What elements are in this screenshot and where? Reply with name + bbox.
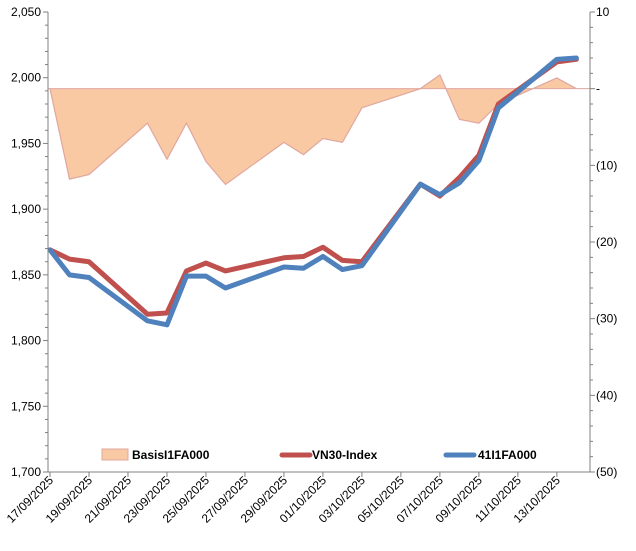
basis-area — [50, 74, 577, 185]
legend-label-41i1fa000: 41I1FA000 — [478, 448, 537, 462]
y-left-tick-label: 1,900 — [11, 202, 41, 216]
y-right-tick-label: (30) — [596, 312, 617, 326]
legend-swatch-basis — [101, 448, 129, 461]
y-left-tick-label: 1,850 — [11, 268, 41, 282]
legend: BasisI1FA000 VN30-Index 41I1FA000 — [101, 448, 537, 462]
y-right-tick-label: (40) — [596, 388, 617, 402]
series-line-41i1fa000 — [47, 55, 579, 328]
legend-label-vn30: VN30-Index — [312, 448, 378, 462]
y-right-tick-label: - — [596, 82, 600, 96]
y-left-tick-label: 1,800 — [11, 334, 41, 348]
series-line-vn30-index — [47, 56, 579, 317]
line-layer — [47, 55, 579, 328]
y-left-tick-label: 1,700 — [11, 465, 41, 479]
basis-area-layer — [48, 73, 590, 186]
y-left-tick-label: 1,950 — [11, 136, 41, 150]
y-right-tick-label: 10 — [596, 5, 610, 19]
y-left-tick-label: 1,750 — [11, 399, 41, 413]
basis-area-edge — [49, 73, 577, 186]
y-right-tick-label: (50) — [596, 465, 617, 479]
legend-label-basis: BasisI1FA000 — [132, 448, 210, 462]
y-left-tick-label: 2,050 — [11, 5, 41, 19]
y-left-tick-label: 2,000 — [11, 71, 41, 85]
y-right-tick-label: (10) — [596, 158, 617, 172]
y-right-tick-label: (20) — [596, 235, 617, 249]
